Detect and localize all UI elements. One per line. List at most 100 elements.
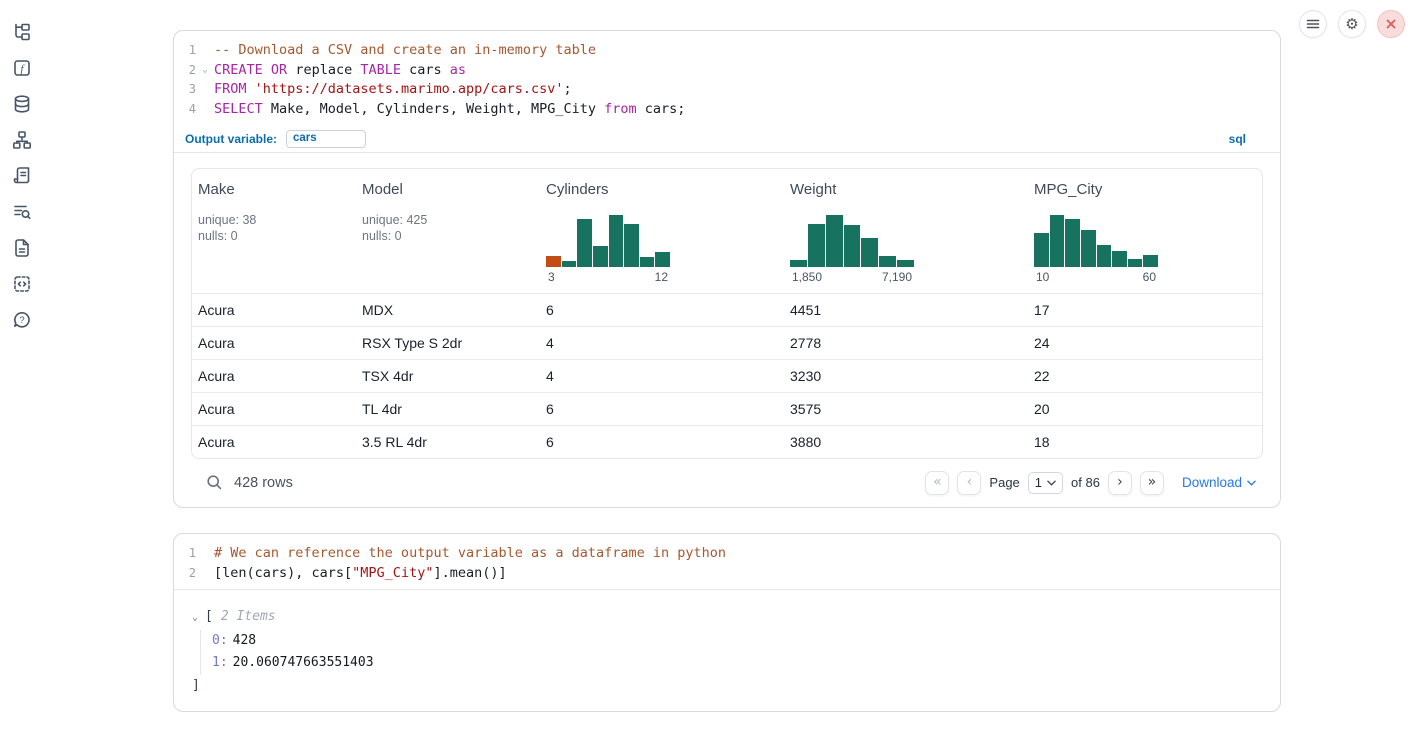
file-tree-icon [15, 23, 30, 41]
table-row: Acura 3.5 RL 4dr 6 3880 18 [192, 424, 1262, 458]
histogram-bar [608, 214, 624, 267]
item-index: 0: [212, 632, 228, 648]
table-cell: 6 [546, 433, 554, 450]
table-cell: Acura [198, 301, 235, 318]
histogram-bar [790, 259, 807, 267]
hist-max-label: 60 [1142, 269, 1156, 284]
hist-min-label: 10 [1036, 269, 1050, 284]
histogram-bar [1049, 214, 1065, 267]
item-value: 428 [232, 632, 257, 648]
page-select[interactable]: 1 [1027, 471, 1064, 494]
double-chevron-left-icon: « [933, 473, 942, 490]
column-header-make: Make unique: 38 nulls: 0 [192, 169, 356, 293]
mpg-city-histogram[interactable]: 10 60 [1034, 214, 1158, 284]
prev-page-button[interactable]: ‹ [957, 470, 982, 495]
sidebar-dependency-graph-button[interactable] [11, 129, 33, 151]
table-cell: Acura [198, 367, 235, 384]
table-cell: 18 [1034, 433, 1050, 450]
histogram-bar [1080, 229, 1096, 267]
column-name[interactable]: MPG_City [1034, 180, 1103, 198]
python-code-editor[interactable]: 1 # We can reference the output variable … [174, 534, 1280, 589]
histogram-bar [825, 214, 843, 267]
hist-min-label: 3 [548, 269, 555, 284]
last-page-button[interactable]: » [1139, 470, 1164, 495]
histogram-bar [1143, 254, 1158, 267]
sidebar-scratchpad-button[interactable] [11, 165, 33, 187]
histogram-bar [1127, 258, 1143, 267]
line-number: 2 [188, 62, 196, 77]
table-footer: 428 rows « ‹ Page 1 of 86 › » Download [174, 459, 1280, 507]
page-select-value: 1 [1034, 475, 1043, 491]
table-cell: RSX Type S 2dr [362, 334, 463, 351]
sql-cell: 1 -- Download a CSV and create an in-memo… [173, 30, 1281, 508]
output-variable-input[interactable]: cars [286, 129, 367, 148]
row-count: 428 rows [234, 474, 293, 491]
histogram-bar [561, 260, 577, 267]
code-line: 4 SELECT Make, Model, Cylinders, Weight, … [174, 99, 1280, 119]
histogram-bar [879, 255, 897, 267]
line-number: 1 [188, 42, 196, 57]
sidebar-snippets-button[interactable] [11, 273, 33, 295]
close-button[interactable] [1377, 10, 1405, 38]
column-stat-unique: unique: 425 [362, 212, 428, 227]
collapse-icon[interactable]: ⌄ [192, 612, 199, 624]
sidebar-logs-button[interactable] [11, 201, 33, 223]
sidebar-file-tree-button[interactable] [11, 21, 33, 43]
histogram-bar [546, 255, 561, 267]
table-cell: Acura [198, 433, 235, 450]
column-name[interactable]: Make [198, 180, 235, 198]
histogram-bar [577, 218, 592, 267]
hist-min-label: 1,850 [792, 269, 823, 284]
hist-max-label: 12 [654, 269, 668, 284]
table-row: Acura TL 4dr 6 3575 20 [192, 391, 1262, 425]
table-cell: 2778 [790, 334, 822, 351]
column-name[interactable]: Cylinders [546, 180, 609, 198]
hamburger-menu-icon [1306, 19, 1320, 29]
cylinders-histogram[interactable]: 3 12 [546, 214, 670, 284]
histogram-bar [1112, 250, 1127, 267]
chevron-down-icon [1247, 480, 1256, 486]
output-variable-row: Output variable: cars sql [174, 126, 1280, 153]
chevron-right-icon: › [1117, 473, 1123, 490]
histogram-bar [624, 223, 639, 267]
data-table: Make unique: 38 nulls: 0 Model unique: 4… [191, 167, 1263, 459]
gear-icon: ⚙ [1345, 15, 1359, 33]
function-square-icon: f [14, 60, 30, 76]
search-icon[interactable] [206, 474, 223, 491]
histogram-bar [592, 245, 608, 267]
code-line: 1 # We can reference the output variable … [174, 543, 1280, 563]
weight-histogram[interactable]: 1,850 7,190 [790, 214, 915, 284]
table-cell: 4 [546, 334, 554, 351]
output-tree: ⌄ [2 Items 0: 428 1: 20.060747663551403 ] [174, 590, 1280, 697]
histogram-bar [1096, 244, 1112, 267]
sidebar-documentation-button[interactable] [11, 237, 33, 259]
column-name[interactable]: Weight [790, 180, 837, 198]
line-number: 4 [188, 101, 196, 116]
table-row: Acura RSX Type S 2dr 4 2778 24 [192, 325, 1262, 359]
chevron-down-icon [1047, 480, 1056, 486]
settings-button[interactable]: ⚙ [1338, 10, 1366, 38]
table-row: Acura TSX 4dr 4 3230 22 [192, 358, 1262, 392]
sidebar-variables-button[interactable]: f [11, 57, 33, 79]
histogram-bar [807, 223, 825, 267]
menu-button[interactable] [1299, 10, 1327, 38]
next-page-button[interactable]: › [1107, 470, 1132, 495]
item-value: 20.060747663551403 [232, 655, 374, 671]
sidebar-help-button[interactable]: ? [11, 309, 33, 331]
table-cell: 6 [546, 400, 554, 417]
sql-code-editor[interactable]: 1 -- Download a CSV and create an in-memo… [174, 31, 1280, 126]
download-button[interactable]: Download [1182, 475, 1256, 490]
table-cell: 6 [546, 301, 554, 318]
sidebar-datasources-button[interactable] [11, 93, 33, 115]
language-badge: sql [1228, 131, 1246, 146]
python-cell: 1 # We can reference the output variable … [173, 533, 1281, 712]
column-name[interactable]: Model [362, 180, 403, 198]
histogram-bar [843, 224, 861, 267]
table-cell: 3.5 RL 4dr [362, 433, 427, 450]
fold-toggle-icon[interactable]: ⌄ [202, 64, 208, 75]
table-row: Acura MDX 6 4451 17 [192, 292, 1262, 326]
code-line: 3 FROM 'https://datasets.marimo.app/cars.… [174, 79, 1280, 99]
first-page-button[interactable]: « [925, 470, 950, 495]
database-icon [14, 95, 30, 113]
histogram-bar [639, 256, 655, 267]
